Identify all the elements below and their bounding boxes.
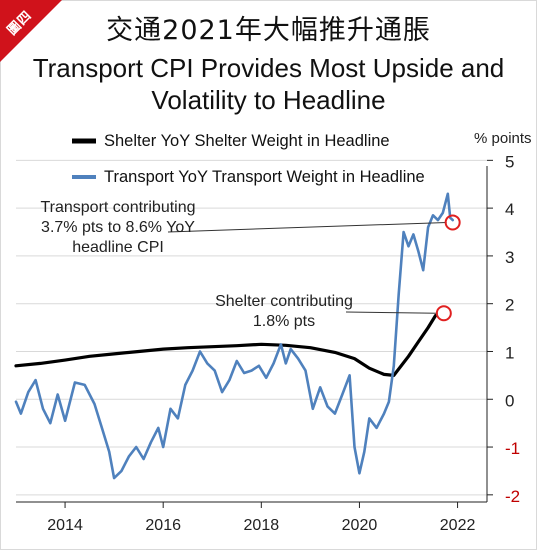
x-tick-label: 2020 — [342, 517, 378, 534]
annotation-text: Transport contributing — [40, 199, 195, 216]
x-tick-label: 2022 — [440, 517, 476, 534]
y-tick-label: 5 — [505, 152, 514, 171]
x-tick-label: 2014 — [47, 517, 83, 534]
annotation-text: Shelter contributing — [215, 293, 353, 310]
shelter-legend-label: Shelter YoY Shelter Weight in Headline — [104, 132, 390, 150]
transport-legend-label: Transport YoY Transport Weight in Headli… — [104, 168, 425, 186]
badge-ribbon — [0, 0, 62, 62]
annotation-leader-line — [167, 221, 447, 233]
chart-title: Transport CPI Provides Most Upside and V… — [32, 53, 505, 115]
shelter-series-line — [14, 314, 438, 377]
grid-lines — [16, 159, 487, 496]
legend: Shelter YoY Shelter Weight in Headline Tr… — [72, 132, 425, 186]
y-tick-label: 1 — [505, 343, 514, 362]
x-tick-label: 2016 — [145, 517, 181, 534]
annotations: Transport contributing 3.7% pts to 8.6% Y… — [40, 199, 461, 330]
y-axis-label: % points — [474, 130, 532, 147]
y-tick-label: 0 — [505, 391, 514, 410]
series-lines — [14, 192, 454, 480]
highlight-circle — [444, 214, 461, 231]
y-tick-label: 4 — [505, 200, 514, 219]
transport-series-line — [14, 192, 454, 480]
y-tick-label: -2 — [505, 487, 520, 506]
annotation-text: 3.7% pts to 8.6% YoY — [41, 219, 195, 236]
annotation-leader-line — [345, 311, 438, 314]
y-tick-label: -1 — [505, 439, 520, 458]
highlight-circle — [435, 305, 452, 322]
annotation-text: headline CPI — [72, 239, 164, 256]
chart-title-chinese: 交通2021年大幅推升通脹 — [106, 15, 431, 46]
axes: 5 4 3 2 1 0 -1 -2 % points 2014 2016 2018 2020 2022 — [16, 130, 532, 534]
annotation-text: 1.8% pts — [253, 313, 315, 330]
x-tick-label: 2018 — [244, 517, 280, 534]
y-tick-label: 2 — [505, 296, 514, 315]
y-tick-label: 3 — [505, 248, 514, 267]
